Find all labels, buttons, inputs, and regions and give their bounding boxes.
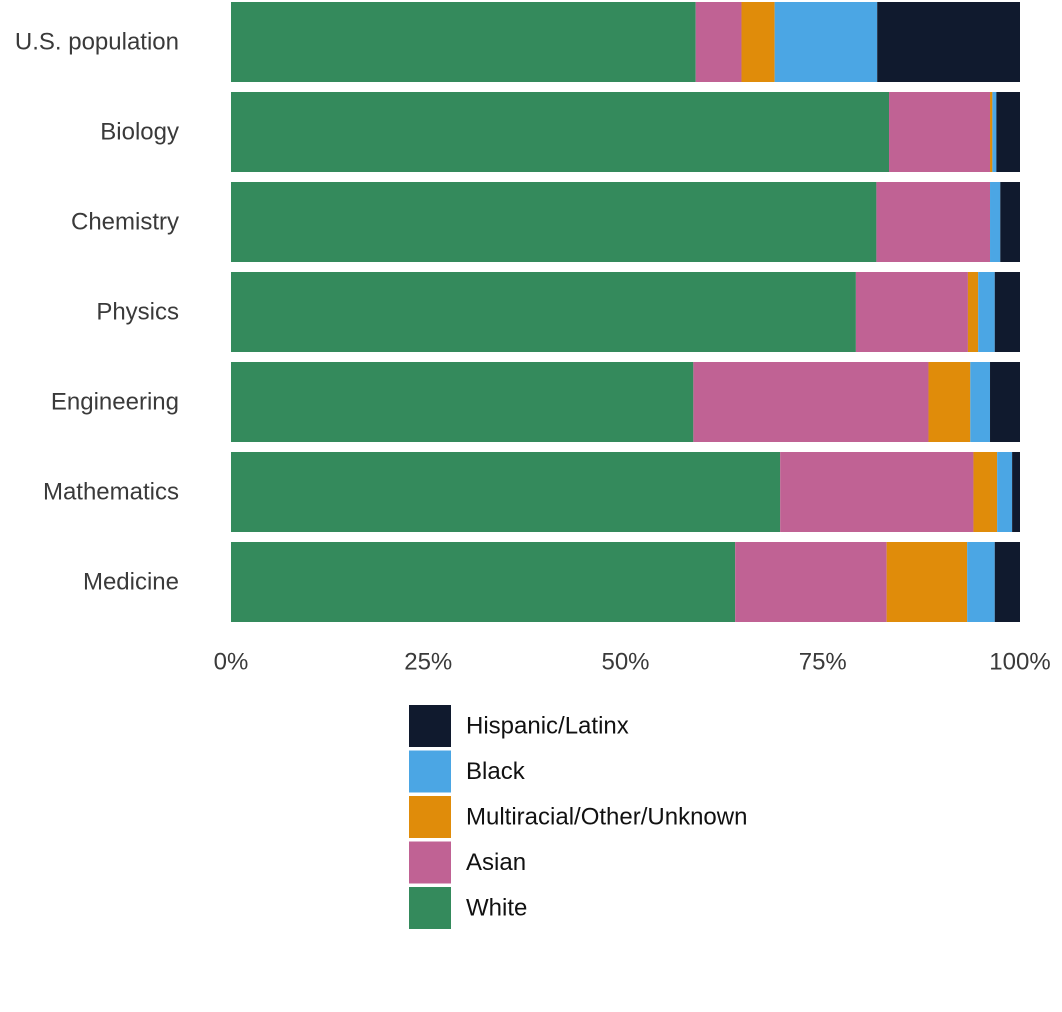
bar-physics-multiracial-other-unknown: [967, 272, 979, 352]
bar-medicine-hispanic-latinx: [994, 542, 1020, 622]
legend-label-black: Black: [466, 758, 526, 785]
legend-swatch-multiracial-other-unknown: [409, 796, 451, 838]
bar-u-s-population-asian: [695, 2, 742, 82]
bar-u-s-population-multiracial-other-unknown: [741, 2, 775, 82]
category-label: Medicine: [83, 569, 179, 596]
bar-engineering-hispanic-latinx: [990, 362, 1020, 442]
bar-physics-black: [978, 272, 995, 352]
legend-label-multiracial-other-unknown: Multiracial/Other/Unknown: [466, 804, 747, 831]
legend-swatch-asian: [409, 841, 451, 884]
x-tick-label: 75%: [799, 649, 847, 676]
category-label: Chemistry: [71, 209, 179, 236]
bar-mathematics-asian: [780, 452, 974, 532]
bar-engineering-white: [231, 362, 694, 442]
bar-physics-asian: [855, 272, 968, 352]
x-tick-label: 50%: [601, 649, 649, 676]
bar-physics-hispanic-latinx: [994, 272, 1020, 352]
bar-chemistry-white: [231, 182, 877, 262]
bars-group: [231, 2, 1020, 622]
category-label: Biology: [100, 119, 179, 146]
bar-medicine-multiracial-other-unknown: [886, 542, 968, 622]
bar-biology-white: [231, 92, 890, 172]
bar-engineering-multiracial-other-unknown: [928, 362, 971, 442]
x-tick-label: 0%: [214, 649, 249, 676]
bar-mathematics-multiracial-other-unknown: [973, 452, 998, 532]
legend-swatch-hispanic-latinx: [409, 705, 451, 747]
bar-mathematics-black: [997, 452, 1013, 532]
bar-mathematics-white: [231, 452, 781, 532]
bar-biology-asian: [889, 92, 991, 172]
category-label: Mathematics: [43, 479, 179, 506]
x-tick-label: 100%: [989, 649, 1050, 676]
bar-physics-white: [231, 272, 856, 352]
legend-swatch-white: [409, 887, 451, 929]
legend-label-white: White: [466, 895, 527, 922]
legend-label-asian: Asian: [466, 849, 526, 876]
bar-u-s-population-white: [231, 2, 696, 82]
x-axis-ticks: 0% 25% 50% 75% 100%: [214, 649, 1051, 676]
bar-biology-black: [992, 92, 997, 172]
bar-biology-hispanic-latinx: [996, 92, 1020, 172]
bar-mathematics-hispanic-latinx: [1012, 452, 1020, 532]
category-labels: U.S. population Biology Chemistry Physics En…: [15, 29, 179, 596]
bar-medicine-asian: [735, 542, 887, 622]
legend-swatch-black: [409, 750, 451, 793]
bar-biology-multiracial-other-unknown: [990, 92, 993, 172]
bar-chemistry-hispanic-latinx: [1000, 182, 1020, 262]
legend-label-hispanic-latinx: Hispanic/Latinx: [466, 713, 629, 740]
bar-chemistry-asian: [876, 182, 991, 262]
bar-u-s-population-hispanic-latinx: [877, 2, 1020, 82]
bar-chemistry-black: [990, 182, 1001, 262]
category-label: U.S. population: [15, 29, 179, 56]
category-label: Engineering: [51, 389, 179, 416]
bar-medicine-white: [231, 542, 736, 622]
legend: Hispanic/Latinx Black Multiracial/Other/Un…: [409, 705, 747, 929]
category-label: Physics: [96, 299, 179, 326]
bar-u-s-population-black: [774, 2, 878, 82]
bar-engineering-black: [970, 362, 991, 442]
bar-engineering-asian: [693, 362, 929, 442]
bar-medicine-black: [967, 542, 995, 622]
x-tick-label: 25%: [404, 649, 452, 676]
